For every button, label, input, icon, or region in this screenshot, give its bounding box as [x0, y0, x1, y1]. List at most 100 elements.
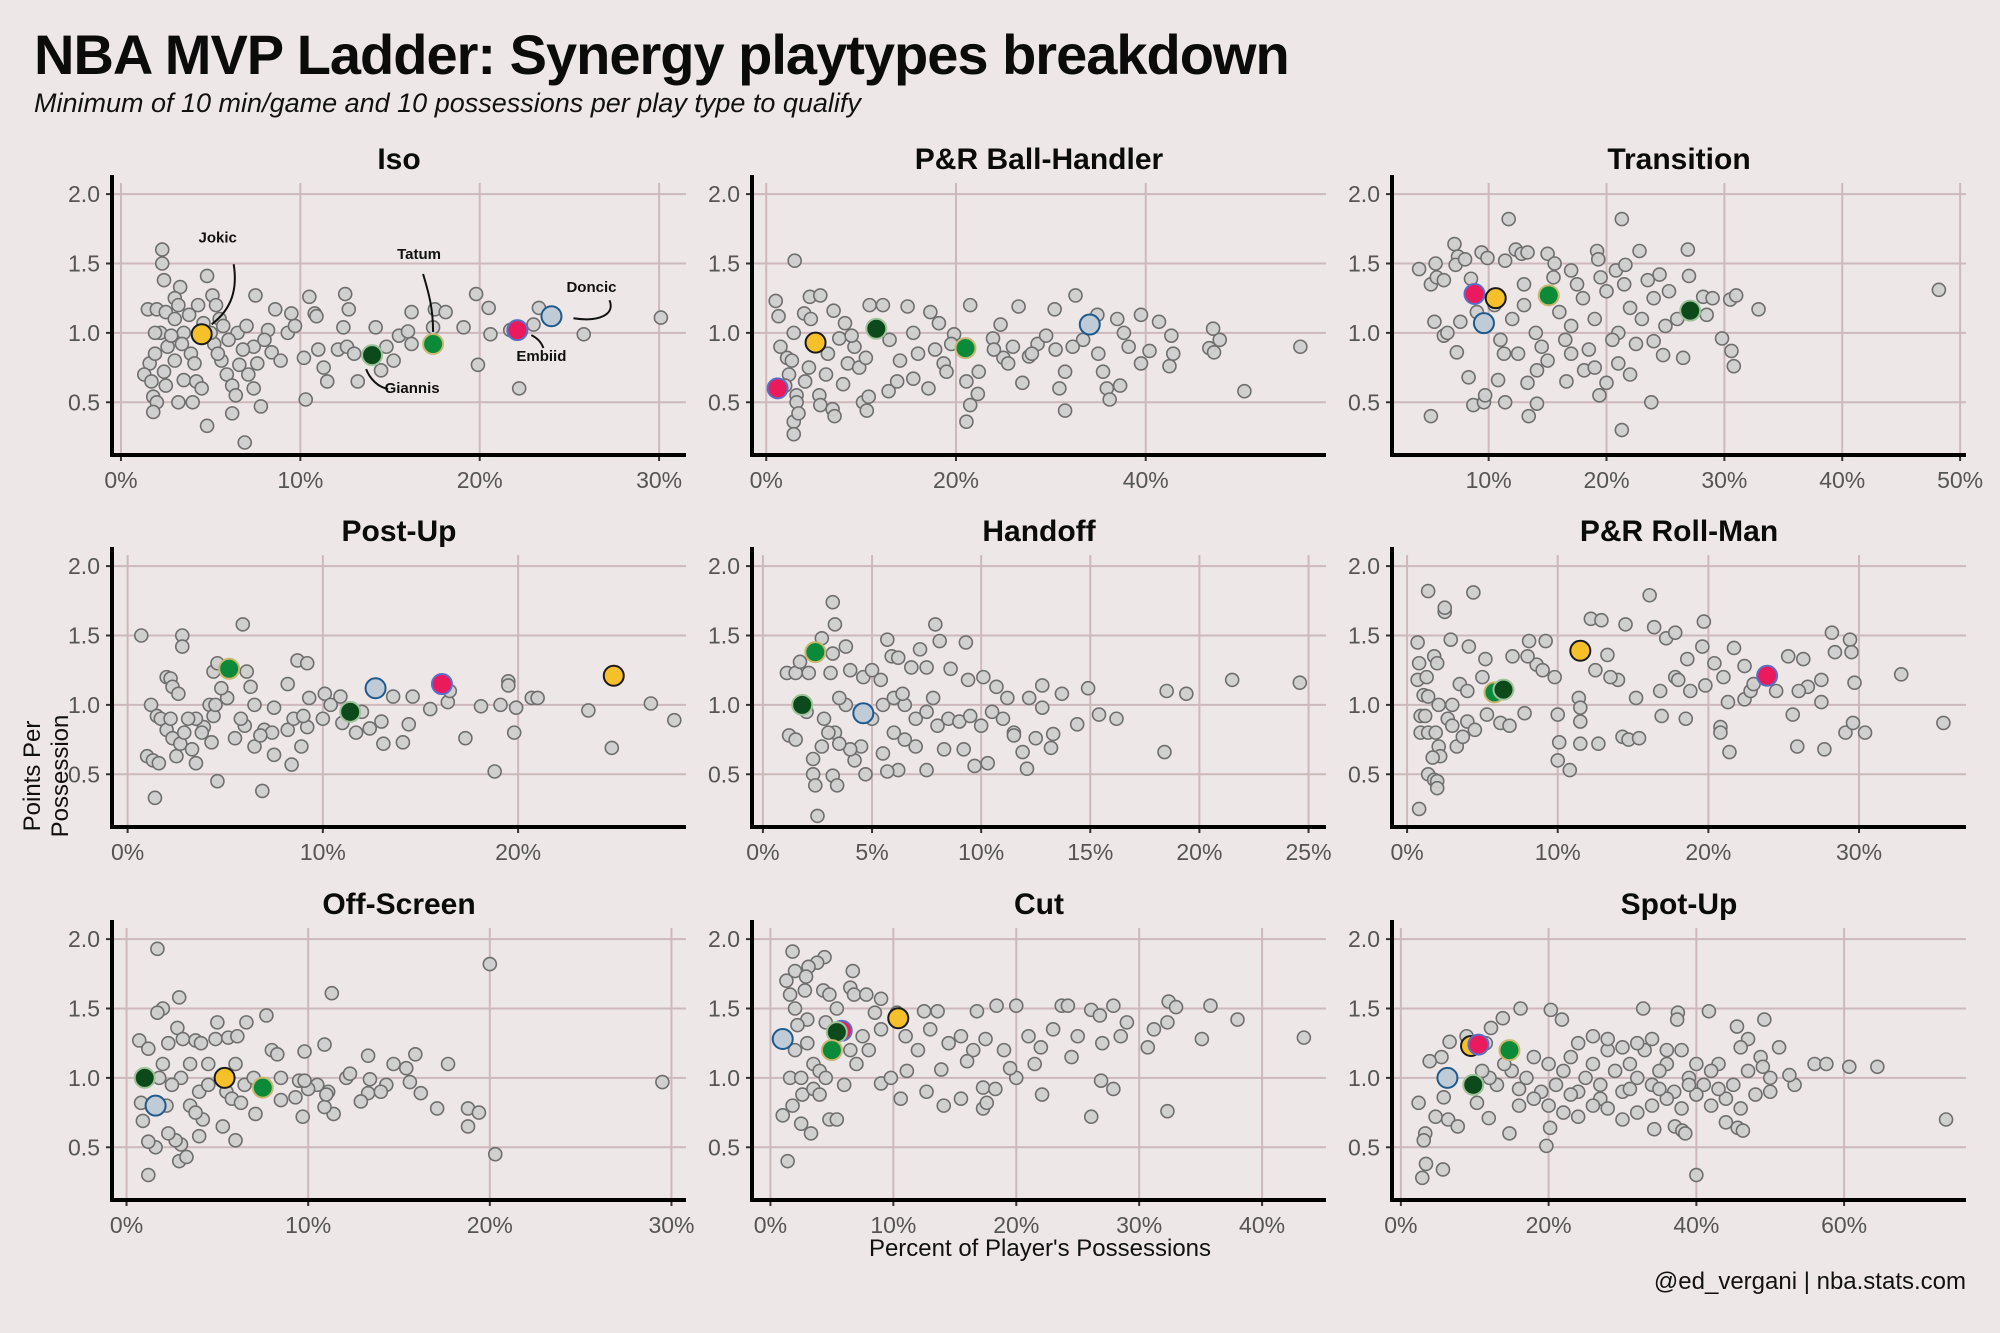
data-point	[1726, 358, 1742, 374]
data-point	[1095, 364, 1111, 380]
data-point	[1714, 331, 1730, 346]
panel-title: Iso	[377, 143, 420, 176]
data-point	[1520, 245, 1535, 260]
data-point	[191, 1128, 207, 1144]
data-point	[1140, 1040, 1156, 1055]
y-tick-label: 1.0	[1348, 692, 1380, 718]
data-point	[899, 1063, 915, 1079]
data-point	[228, 388, 244, 403]
data-point	[239, 1015, 254, 1030]
data-point	[1559, 374, 1574, 389]
y-tick-label: 2.0	[708, 553, 740, 579]
data-point	[1428, 725, 1443, 740]
data-point	[487, 764, 502, 779]
data-point	[931, 315, 947, 331]
data-point	[959, 1053, 975, 1069]
data-point	[1817, 741, 1832, 757]
data-point	[1689, 1056, 1704, 1072]
data-point	[1203, 998, 1218, 1014]
data-point	[438, 304, 453, 320]
y-tick-label: 2.0	[1348, 926, 1380, 952]
data-point	[1628, 690, 1644, 706]
data-point	[810, 808, 825, 824]
data-point	[458, 730, 473, 746]
data-point	[440, 1056, 456, 1072]
data-point	[1587, 311, 1603, 327]
data-point	[404, 336, 419, 352]
data-point	[1785, 707, 1801, 722]
data-point	[1164, 328, 1179, 343]
data-point	[1652, 683, 1668, 699]
data-point	[317, 1099, 332, 1115]
data-point	[401, 717, 417, 732]
data-point	[1483, 1020, 1499, 1036]
data-point	[826, 303, 841, 318]
data-point	[880, 632, 895, 647]
y-tick-label: 1.5	[708, 622, 740, 648]
data-point	[247, 739, 262, 754]
panel-post-up: Post-Up 0.5 1.0 1.5 2.0 0% 10% 20%	[68, 515, 686, 865]
data-point	[1133, 307, 1149, 323]
data-point	[1680, 242, 1696, 257]
data-point	[1689, 1167, 1704, 1183]
data-point	[798, 969, 814, 984]
data-point	[215, 318, 231, 334]
y-tick-label: 0.5	[708, 1134, 740, 1160]
data-point	[284, 306, 299, 321]
data-point	[1644, 394, 1659, 410]
data-point	[174, 336, 190, 352]
data-point	[900, 299, 915, 314]
data-point	[1024, 346, 1040, 361]
data-point	[576, 326, 592, 342]
data-point	[1556, 1063, 1571, 1079]
data-point	[386, 1056, 401, 1072]
data-point	[1420, 583, 1436, 599]
data-point	[666, 712, 682, 728]
data-point	[1631, 730, 1647, 746]
data-point	[825, 646, 841, 661]
data-point	[861, 389, 876, 405]
data-point	[1064, 1049, 1079, 1065]
data-point	[1678, 711, 1694, 727]
data-point	[253, 728, 268, 743]
data-point	[1160, 1103, 1175, 1119]
data-point	[302, 289, 317, 305]
data-point	[1461, 369, 1476, 385]
data-point	[239, 318, 254, 334]
highlight-point-doncic	[1436, 1066, 1459, 1089]
data-point	[1028, 730, 1044, 746]
data-point	[1420, 689, 1436, 704]
data-point	[973, 718, 989, 733]
y-tick-label: 1.5	[1348, 622, 1380, 648]
data-point	[820, 346, 836, 361]
panel-title: Handoff	[982, 515, 1096, 548]
data-point	[187, 356, 202, 371]
data-point	[1588, 662, 1603, 678]
highlight-point-doncic	[364, 677, 387, 700]
data-point	[141, 1134, 156, 1150]
data-point	[1490, 372, 1506, 388]
y-tick-label: 1.0	[708, 692, 740, 718]
highlight-point-embiid	[1463, 283, 1486, 306]
data-point	[801, 360, 817, 375]
data-point	[1467, 722, 1483, 738]
data-point	[1112, 378, 1128, 393]
x-tick-label: 10%	[300, 839, 346, 865]
data-point	[280, 676, 296, 692]
data-point	[266, 700, 282, 715]
data-point	[208, 297, 224, 313]
data-point	[1146, 1022, 1162, 1037]
highlight-point-tatum	[1537, 284, 1560, 307]
data-point	[413, 1085, 429, 1101]
data-point	[243, 679, 258, 695]
data-point	[832, 736, 847, 752]
chart-title: NBA MVP Ladder: Synergy playtypes breakd…	[34, 23, 1290, 86]
data-point	[1936, 715, 1951, 731]
data-point	[1526, 1049, 1542, 1065]
data-point	[1502, 718, 1517, 733]
data-point	[928, 617, 943, 632]
x-tick-label: 10%	[870, 1212, 916, 1238]
data-point	[1157, 744, 1172, 760]
data-point	[1570, 1109, 1586, 1125]
data-point	[905, 325, 921, 341]
